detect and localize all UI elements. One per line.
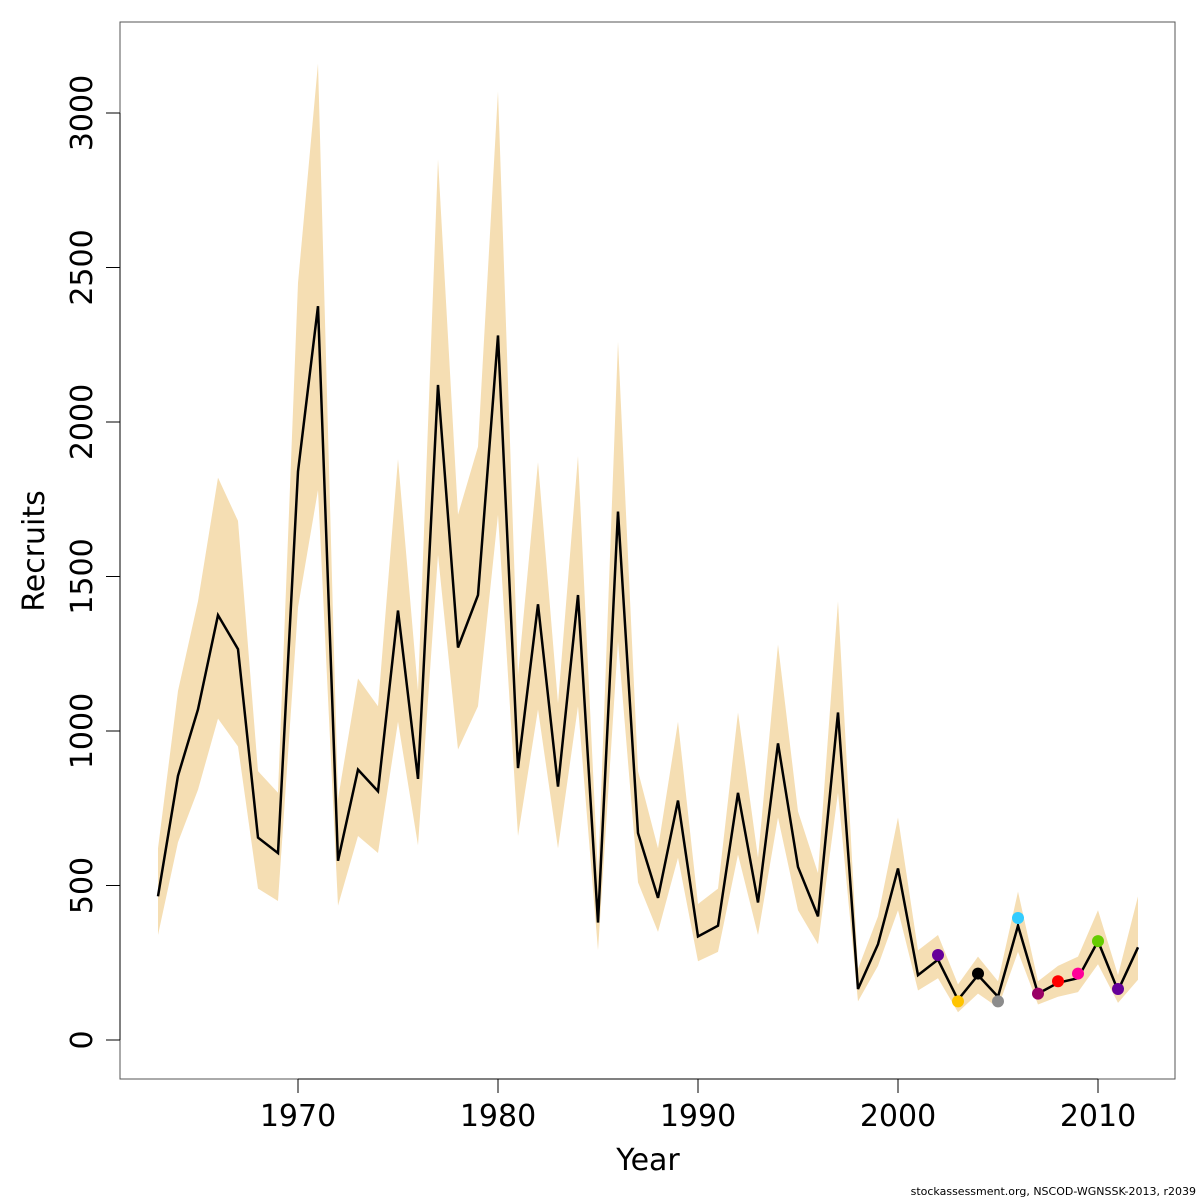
- recruits-line: [156, 305, 1140, 1003]
- confidence-band: [158, 63, 1138, 1013]
- x-tick-label: 1980: [460, 1099, 536, 1134]
- retro-point: [932, 949, 944, 962]
- retro-point: [1112, 983, 1124, 996]
- y-tick-label: 1500: [65, 538, 100, 614]
- y-axis-label: Recruits: [17, 490, 52, 612]
- y-tick-label: 1000: [65, 693, 100, 769]
- retro-point: [1052, 975, 1064, 988]
- retro-point: [1012, 911, 1024, 924]
- y-tick-label: 2000: [65, 384, 100, 460]
- retro-point: [1092, 935, 1104, 948]
- x-axis-label: Year: [615, 1143, 680, 1178]
- footer-credit: stockassessment.org, NSCOD-WGNSSK-2013, …: [910, 1185, 1196, 1198]
- x-tick-label: 2010: [1060, 1099, 1136, 1134]
- retro-point: [952, 995, 964, 1008]
- y-tick-label: 0: [65, 1030, 100, 1049]
- x-tick-label: 2000: [860, 1099, 936, 1134]
- y-tick-label: 3000: [65, 75, 100, 151]
- x-tick-label: 1970: [260, 1099, 336, 1134]
- y-tick-label: 2500: [65, 229, 100, 305]
- retro-point: [1032, 987, 1044, 1000]
- y-tick-label: 500: [65, 857, 100, 914]
- retro-point: [992, 995, 1004, 1008]
- x-tick-label: 1990: [660, 1099, 736, 1134]
- retro-point: [972, 967, 984, 980]
- retro-point: [1072, 967, 1084, 980]
